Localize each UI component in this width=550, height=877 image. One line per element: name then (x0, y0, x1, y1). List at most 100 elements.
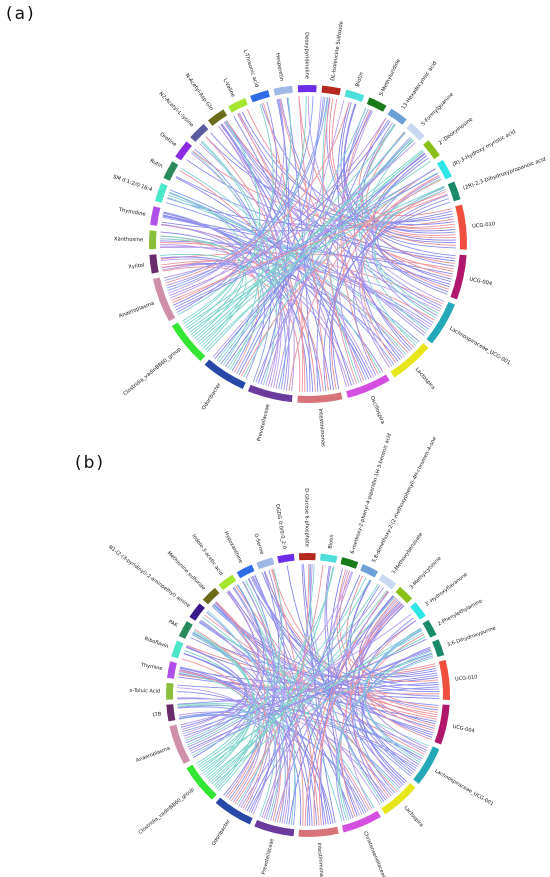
sector-label: Intestinimonas (317, 408, 326, 447)
chord-link (200, 141, 264, 370)
chord-link (322, 97, 357, 384)
chord-link (167, 97, 328, 292)
chord-link (340, 102, 448, 295)
sector-arc (298, 826, 339, 837)
sector-label: 3-Methoxybenzoate (391, 532, 424, 576)
chord-link (173, 120, 391, 306)
sector-label: 2-Phenylethylamine (437, 598, 484, 627)
chord-link (175, 177, 372, 378)
chord-link (358, 118, 456, 230)
sector-label: (2R)-2,3-Dihydroxypropanoic acid (462, 157, 546, 192)
sector-arc (149, 230, 157, 250)
sector-label: Intestinimonas (316, 842, 325, 877)
sector-label: PAK (167, 619, 179, 629)
sector-arc (166, 682, 174, 700)
chord-link (340, 109, 379, 375)
chord-link (163, 212, 308, 393)
sector-label: N1-(2-(3-pyridinyl)-2-aminoethyl) amine (107, 544, 191, 609)
sector-label: 3-Methylcytosine (409, 556, 443, 591)
chord-link (228, 577, 275, 800)
chord-link (215, 601, 266, 799)
sector-label: Christensenellaceae (362, 831, 387, 877)
chord-link (248, 620, 416, 813)
sector-arc (406, 122, 425, 141)
chord-link (360, 139, 417, 346)
sector-label: 3'-Hydroxyflavanone (424, 572, 469, 608)
chord-link (161, 224, 238, 299)
chord-link (174, 168, 436, 309)
sector-arc (171, 322, 206, 362)
sector-arc (254, 819, 295, 837)
sector-label: N2-Acetyl-L-lysine (157, 91, 194, 129)
sector-label: 13-Hexadecynoic acid (401, 60, 439, 110)
sector-arc (426, 301, 456, 344)
chord-link (194, 629, 268, 809)
chord-link (213, 603, 296, 826)
sector-label: UCG-004 (469, 276, 494, 287)
chord-link (178, 676, 440, 699)
sector-label: Odoribacter (201, 381, 223, 411)
chord-link (343, 103, 452, 283)
chord-link (250, 569, 286, 814)
sector-arc (186, 764, 217, 800)
sector-arc (450, 254, 467, 300)
sector-label: Oscillospira (368, 395, 385, 425)
sector-label: Methionine sulfoxide (166, 550, 207, 591)
sector-label: Hypoxanthine (223, 531, 244, 565)
sector-label: D-Glucose 6-phosphate (303, 488, 309, 547)
sector-arc (273, 85, 293, 96)
chord-link (233, 115, 352, 386)
chord-diagram-b: UCG-010 UCG-004 Lachnospiraceae_UCG-001 Lac… (107, 433, 496, 877)
chord-link (329, 198, 449, 390)
chord-link (223, 571, 280, 796)
chord-link (225, 138, 413, 368)
sector-arc (320, 553, 338, 563)
chord-link (168, 98, 285, 294)
sector-arc (422, 619, 437, 638)
sector-label: Thymidine (117, 207, 146, 218)
chord-link (227, 590, 381, 805)
sector-arc (378, 574, 397, 590)
chord-link (198, 636, 426, 768)
chord-link (345, 602, 402, 810)
chord-link (161, 260, 239, 304)
sector-label: 2'-Deoxyinosine (438, 117, 475, 147)
chord-link (176, 691, 334, 824)
chord-link (191, 632, 424, 756)
chord-link (201, 140, 277, 386)
chord-link (178, 711, 261, 803)
sector-arc (247, 384, 293, 403)
sector-arc (204, 359, 246, 390)
chord-link (234, 564, 324, 804)
sector-label: Xylitol (128, 263, 145, 271)
chord-link (181, 591, 260, 730)
sector-arc (390, 343, 429, 378)
chord-link (187, 587, 384, 748)
chord-link (335, 655, 434, 822)
chord-link (179, 709, 245, 733)
chord-link (188, 649, 432, 750)
chord-link (161, 223, 265, 379)
chord-link (358, 176, 440, 367)
chord-link (213, 653, 433, 787)
sector-label: Prevotellaceae (256, 403, 271, 442)
chord-link (180, 652, 246, 728)
sector-arc (190, 123, 209, 142)
panel-b-label: (b) (75, 453, 106, 473)
chord-link (341, 107, 390, 368)
sector-label: Anaeroplasma (118, 301, 155, 320)
sector-arc (423, 140, 440, 160)
sector-arc (166, 704, 176, 722)
sector-label: Orotine (158, 132, 177, 148)
sector-label: 3,6-Dihydroxypurine (446, 625, 496, 648)
chord-link (218, 131, 406, 363)
chord-link (361, 189, 446, 364)
chord-link (201, 596, 396, 772)
sector-arc (250, 90, 270, 103)
sector-arc (344, 89, 365, 102)
sector-arc (202, 587, 220, 605)
chord-link (216, 107, 367, 361)
sector-arc (236, 564, 255, 579)
sector-arc (277, 553, 295, 564)
